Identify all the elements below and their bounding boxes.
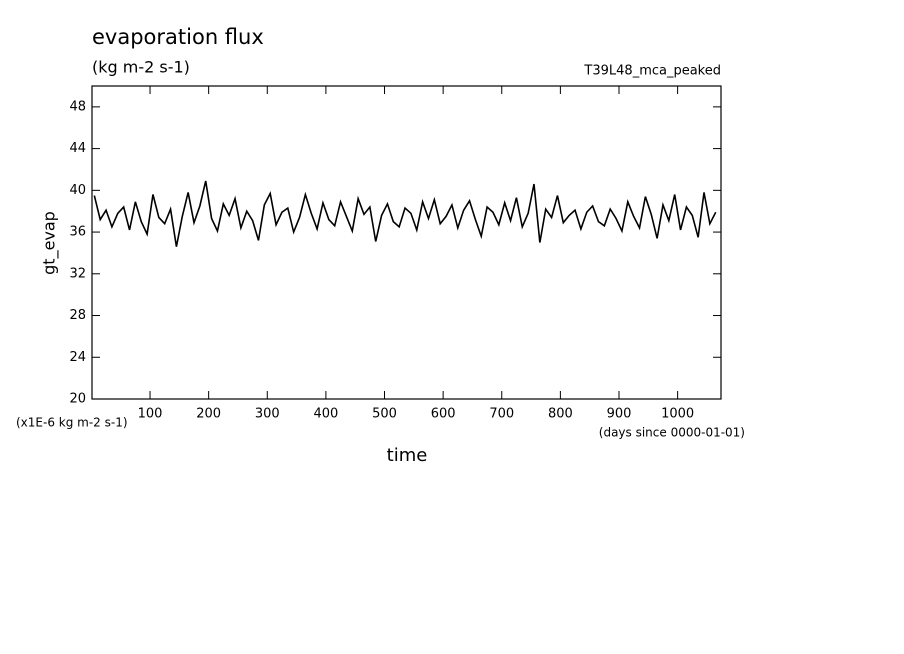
x-tick-label: 600: [431, 407, 456, 422]
y-tick-label: 20: [69, 392, 86, 407]
x-tick-label: 100: [138, 407, 163, 422]
x-tick-label: 200: [196, 407, 221, 422]
run-label: T39L48_mca_peaked: [583, 64, 721, 79]
chart-subtitle: (kg m-2 s-1): [92, 58, 190, 77]
x-tick-label: 300: [255, 407, 280, 422]
y-tick-label: 36: [69, 225, 86, 240]
y-axis-label: gt_evap: [40, 211, 60, 275]
y-tick-label: 40: [69, 183, 86, 198]
x-axis-unit: (days since 0000-01-01): [599, 426, 745, 440]
x-tick-label: 500: [372, 407, 397, 422]
x-tick-label: 1000: [661, 407, 694, 422]
y-tick-label: 44: [69, 141, 86, 156]
chart-title: evaporation flux: [92, 25, 264, 49]
y-axis-unit: (x1E-6 kg m-2 s-1): [16, 416, 128, 430]
y-tick-label: 48: [69, 99, 86, 114]
y-tick-label: 24: [69, 350, 86, 365]
y-tick-label: 32: [69, 266, 86, 281]
plot-frame: [91, 85, 722, 400]
y-tick-label: 28: [69, 308, 86, 323]
x-axis-label: time: [387, 445, 428, 466]
x-tick-label: 700: [489, 407, 514, 422]
x-tick-label: 400: [313, 407, 338, 422]
x-tick-label: 800: [548, 407, 573, 422]
data-line: [93, 180, 717, 247]
x-tick-label: 900: [607, 407, 632, 422]
